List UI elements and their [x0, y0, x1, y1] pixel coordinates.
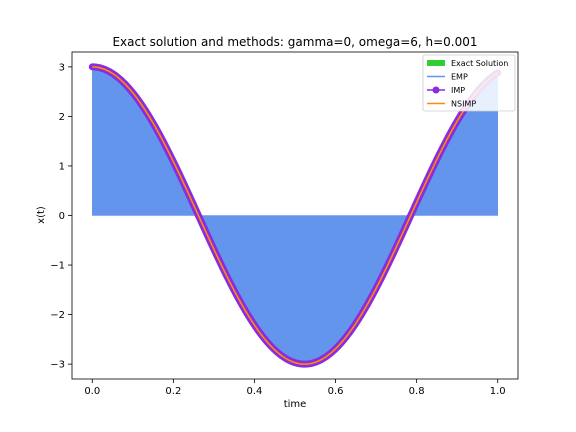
x-tick-label: 1.0	[490, 386, 506, 397]
x-tick-label: 0.8	[409, 386, 425, 397]
y-tick-label: −2	[50, 310, 65, 321]
y-tick-label: 1	[59, 161, 65, 172]
y-tick-label: −1	[50, 261, 65, 272]
legend-imp-marker	[432, 86, 440, 94]
y-tick-label: 2	[59, 112, 65, 123]
x-tick-label: 0.2	[165, 386, 181, 397]
x-axis-label: time	[284, 399, 307, 410]
legend-imp-label: IMP	[451, 86, 465, 95]
legend: Exact Solution EMP IMP NSIMP	[422, 54, 516, 112]
x-tick-label: 0.4	[247, 386, 263, 397]
series-nsimp-line	[92, 66, 499, 365]
x-tick-label: 0.0	[84, 386, 100, 397]
x-axis: 0.0 0.2 0.4 0.6 0.8 1.0	[84, 379, 506, 397]
legend-box	[422, 54, 516, 112]
y-tick-label: 3	[59, 62, 65, 73]
series-emp-fill	[92, 66, 498, 365]
y-axis-label: x(t)	[36, 206, 47, 224]
y-tick-label: 0	[59, 211, 65, 222]
y-axis: 3 2 1 0 −1 −2 −3	[50, 62, 72, 371]
y-tick-label: −3	[50, 360, 65, 371]
legend-emp-label: EMP	[451, 73, 468, 82]
legend-nsimp-label: NSIMP	[451, 100, 476, 109]
chart-title: Exact solution and methods: gamma=0, ome…	[112, 35, 477, 49]
x-tick-label: 0.6	[328, 386, 344, 397]
legend-exact-solution-swatch	[427, 60, 445, 66]
legend-exact-solution-label: Exact Solution	[451, 59, 508, 68]
plot-area	[88, 63, 502, 368]
